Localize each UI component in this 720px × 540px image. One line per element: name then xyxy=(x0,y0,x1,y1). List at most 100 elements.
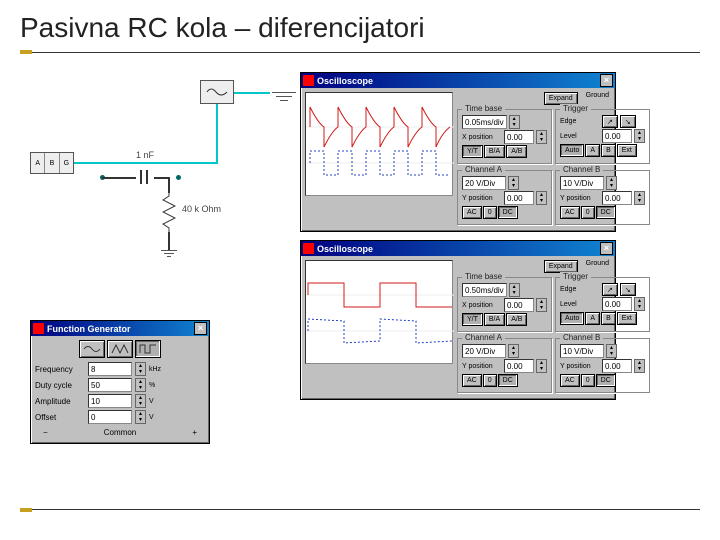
chA-coupling-0-button[interactable]: 0 xyxy=(483,374,497,387)
spinner[interactable]: ▴▾ xyxy=(634,191,645,205)
close-icon[interactable]: × xyxy=(600,74,613,87)
close-icon[interactable]: × xyxy=(600,242,613,255)
spinner[interactable]: ▴▾ xyxy=(606,176,617,190)
chA-coupling-dc-button[interactable]: DC xyxy=(498,374,518,387)
spinner[interactable]: ▴▾ xyxy=(135,362,146,376)
rule-top xyxy=(20,52,700,53)
spinner[interactable]: ▴▾ xyxy=(634,129,645,143)
timebase-mode-ba-button[interactable]: B/A xyxy=(484,145,505,158)
trigger-src-b-button[interactable]: B xyxy=(601,312,616,325)
trigger-src-ext-button[interactable]: Ext xyxy=(617,312,637,325)
ground-icon xyxy=(157,250,181,264)
spinner[interactable]: ▴▾ xyxy=(135,394,146,408)
chB-ypos-label: Y position xyxy=(560,195,600,202)
timebase-mode-ba-button[interactable]: B/A xyxy=(484,313,505,326)
spinner[interactable]: ▴▾ xyxy=(536,130,547,144)
spinner[interactable]: ▴▾ xyxy=(536,191,547,205)
chA-ypos-input[interactable]: 0.00 xyxy=(504,359,534,373)
chA-vdiv-input[interactable]: 20 V/Div xyxy=(462,176,506,190)
oscilloscope-2-window: Oscilloscope × ExpandGroundTime base0.50… xyxy=(300,240,616,400)
fieldset-channel-b: Channel B10 V/Div▴▾Y position0.00▴▾AC0DC xyxy=(555,338,650,393)
xpos-input[interactable]: 0.00 xyxy=(504,130,534,144)
signal-source-icon xyxy=(200,80,234,104)
chB-ypos-input[interactable]: 0.00 xyxy=(602,359,632,373)
triangle-button[interactable] xyxy=(107,340,133,358)
timebase-mode-ab-button[interactable]: A/B xyxy=(506,145,527,158)
trigger-src-b-button[interactable]: B xyxy=(601,144,616,157)
square-button[interactable] xyxy=(135,340,161,358)
window-title: Oscilloscope xyxy=(317,244,600,254)
chB-ypos-input[interactable]: 0.00 xyxy=(602,191,632,205)
trigger-src-ext-button[interactable]: Ext xyxy=(617,144,637,157)
spinner[interactable]: ▴▾ xyxy=(634,297,645,311)
fg-unit: V xyxy=(149,398,154,405)
xpos-input[interactable]: 0.00 xyxy=(504,298,534,312)
spinner[interactable]: ▴▾ xyxy=(606,344,617,358)
trigger-src-auto-button[interactable]: Auto xyxy=(560,144,584,157)
edge-fall-button[interactable]: ↘ xyxy=(620,283,636,296)
spinner[interactable]: ▴▾ xyxy=(536,298,547,312)
trigger-src-a-button[interactable]: A xyxy=(585,312,600,325)
chB-coupling-dc-button[interactable]: DC xyxy=(596,374,616,387)
chA-coupling-dc-button[interactable]: DC xyxy=(498,206,518,219)
chB-coupling-dc-button[interactable]: DC xyxy=(596,206,616,219)
chB-coupling-ac-button[interactable]: AC xyxy=(560,206,580,219)
spinner[interactable]: ▴▾ xyxy=(135,410,146,424)
timebase-mode-yt-button[interactable]: Y/T xyxy=(462,145,483,158)
fg-common: Common xyxy=(104,428,136,437)
timebase-div-input[interactable]: 0.05ms/div xyxy=(462,115,507,129)
titlebar: Oscilloscope × xyxy=(301,73,615,88)
chB-vdiv-input[interactable]: 10 V/Div xyxy=(560,176,604,190)
fg-value-input[interactable]: 50 xyxy=(88,378,132,392)
chB-coupling-0-button[interactable]: 0 xyxy=(581,206,595,219)
chB-coupling-ac-button[interactable]: AC xyxy=(560,374,580,387)
edge-rise-button[interactable]: ↗ xyxy=(602,115,618,128)
window-title: Function Generator xyxy=(47,324,194,334)
chA-ypos-input[interactable]: 0.00 xyxy=(504,191,534,205)
timebase-mode-yt-button[interactable]: Y/T xyxy=(462,313,483,326)
scope-display xyxy=(305,92,453,196)
edge-rise-button[interactable]: ↗ xyxy=(602,283,618,296)
spinner[interactable]: ▴▾ xyxy=(634,359,645,373)
fg-unit: kHz xyxy=(149,366,161,373)
fg-value-input[interactable]: 8 xyxy=(88,362,132,376)
fg-unit: V xyxy=(149,414,154,421)
sine-button[interactable] xyxy=(79,340,105,358)
edge-fall-button[interactable]: ↘ xyxy=(620,115,636,128)
chA-coupling-ac-button[interactable]: AC xyxy=(462,206,482,219)
fg-row-duty-cycle: Duty cycle50▴▾% xyxy=(35,378,205,392)
spinner[interactable]: ▴▾ xyxy=(135,378,146,392)
chA-coupling-ac-button[interactable]: AC xyxy=(462,374,482,387)
fieldset-trigger: TriggerEdge↗↘Level0.00▴▾AutoABExt xyxy=(555,109,650,164)
chA-vdiv-input[interactable]: 20 V/Div xyxy=(462,344,506,358)
timebase-mode-ab-button[interactable]: A/B xyxy=(506,313,527,326)
fg-value-input[interactable]: 0 xyxy=(88,410,132,424)
spinner[interactable]: ▴▾ xyxy=(536,359,547,373)
chB-coupling-0-button[interactable]: 0 xyxy=(581,374,595,387)
spinner[interactable]: ▴▾ xyxy=(509,283,520,297)
fg-value-input[interactable]: 10 xyxy=(88,394,132,408)
chA-ypos-label: Y position xyxy=(462,363,502,370)
spinner[interactable]: ▴▾ xyxy=(508,344,519,358)
app-icon xyxy=(303,243,314,254)
ground-icon xyxy=(272,92,296,108)
fg-minus: − xyxy=(43,428,48,437)
fieldset-time-base: Time base0.50ms/div▴▾X position0.00▴▾Y/T… xyxy=(457,277,552,332)
fg-footer: − Common + xyxy=(35,426,205,439)
trigger-level-label: Level xyxy=(560,133,600,140)
chA-coupling-0-button[interactable]: 0 xyxy=(483,206,497,219)
legend: Channel A xyxy=(462,165,505,174)
trigger-level-input[interactable]: 0.00 xyxy=(602,129,632,143)
trigger-level-input[interactable]: 0.00 xyxy=(602,297,632,311)
timebase-div-input[interactable]: 0.50ms/div xyxy=(462,283,507,297)
trigger-src-auto-button[interactable]: Auto xyxy=(560,312,584,325)
app-icon xyxy=(303,75,314,86)
spinner[interactable]: ▴▾ xyxy=(509,115,520,129)
close-icon[interactable]: × xyxy=(194,322,207,335)
chA-ypos-label: Y position xyxy=(462,195,502,202)
xpos-label: X position xyxy=(462,302,502,309)
legend: Channel B xyxy=(560,333,603,342)
trigger-src-a-button[interactable]: A xyxy=(585,144,600,157)
spinner[interactable]: ▴▾ xyxy=(508,176,519,190)
chB-vdiv-input[interactable]: 10 V/Div xyxy=(560,344,604,358)
